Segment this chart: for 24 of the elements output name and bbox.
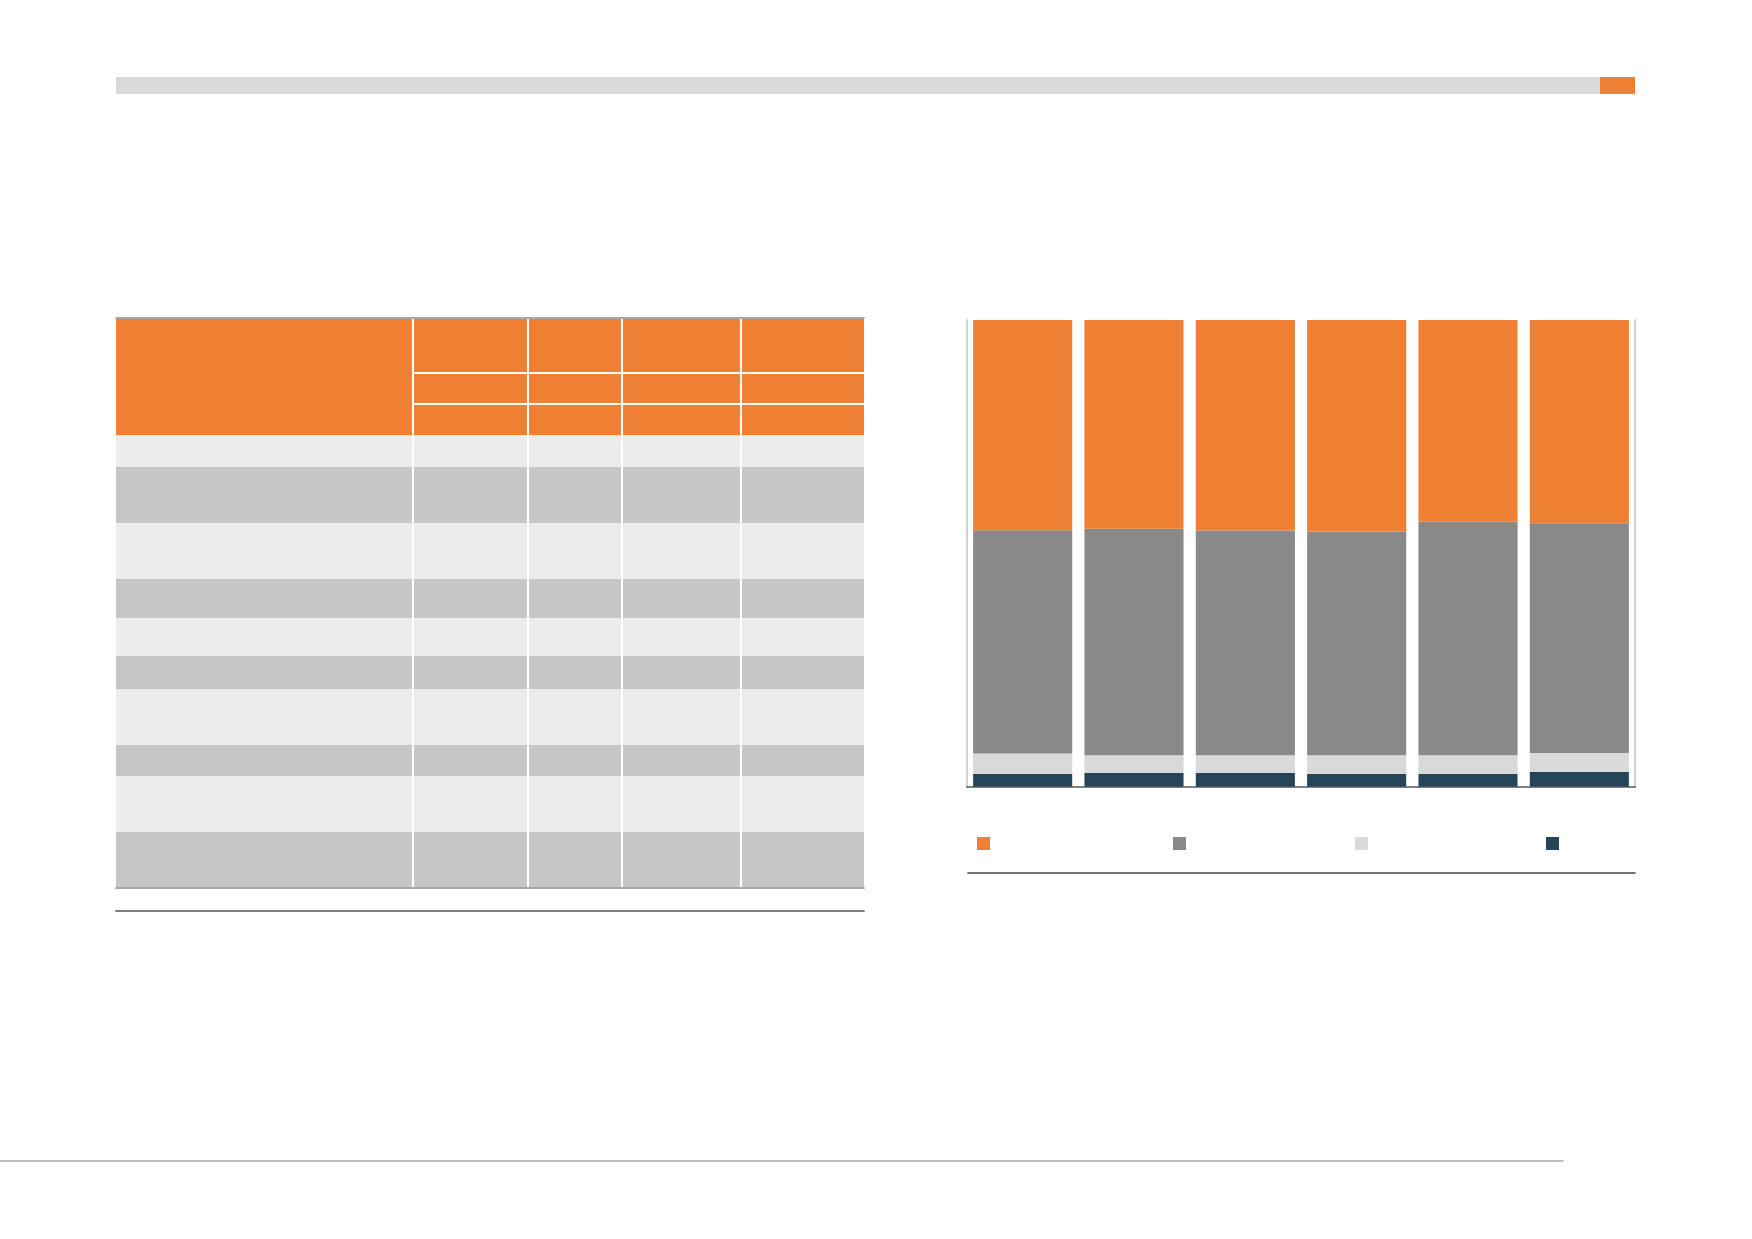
bar bbox=[1307, 320, 1407, 532]
bar bbox=[973, 530, 1073, 754]
bar bbox=[1195, 755, 1295, 773]
bar bbox=[973, 753, 1073, 774]
bar bbox=[1084, 772, 1184, 787]
bar bbox=[1529, 772, 1629, 787]
bar bbox=[973, 320, 1073, 531]
bar bbox=[1084, 755, 1184, 773]
bar bbox=[1418, 773, 1518, 787]
bar bbox=[1195, 320, 1295, 531]
bar bbox=[1084, 528, 1184, 756]
bar bbox=[1307, 755, 1407, 774]
bar bbox=[1529, 752, 1629, 773]
bar bbox=[1307, 773, 1407, 787]
bar bbox=[1418, 521, 1518, 756]
bar bbox=[1418, 755, 1518, 774]
bar bbox=[1307, 531, 1407, 756]
bar bbox=[1418, 320, 1518, 522]
bar bbox=[1529, 320, 1629, 524]
bar bbox=[1529, 523, 1629, 753]
bar bbox=[1084, 320, 1184, 529]
bar bbox=[1195, 530, 1295, 756]
bar bbox=[1195, 772, 1295, 787]
bar bbox=[973, 773, 1073, 787]
